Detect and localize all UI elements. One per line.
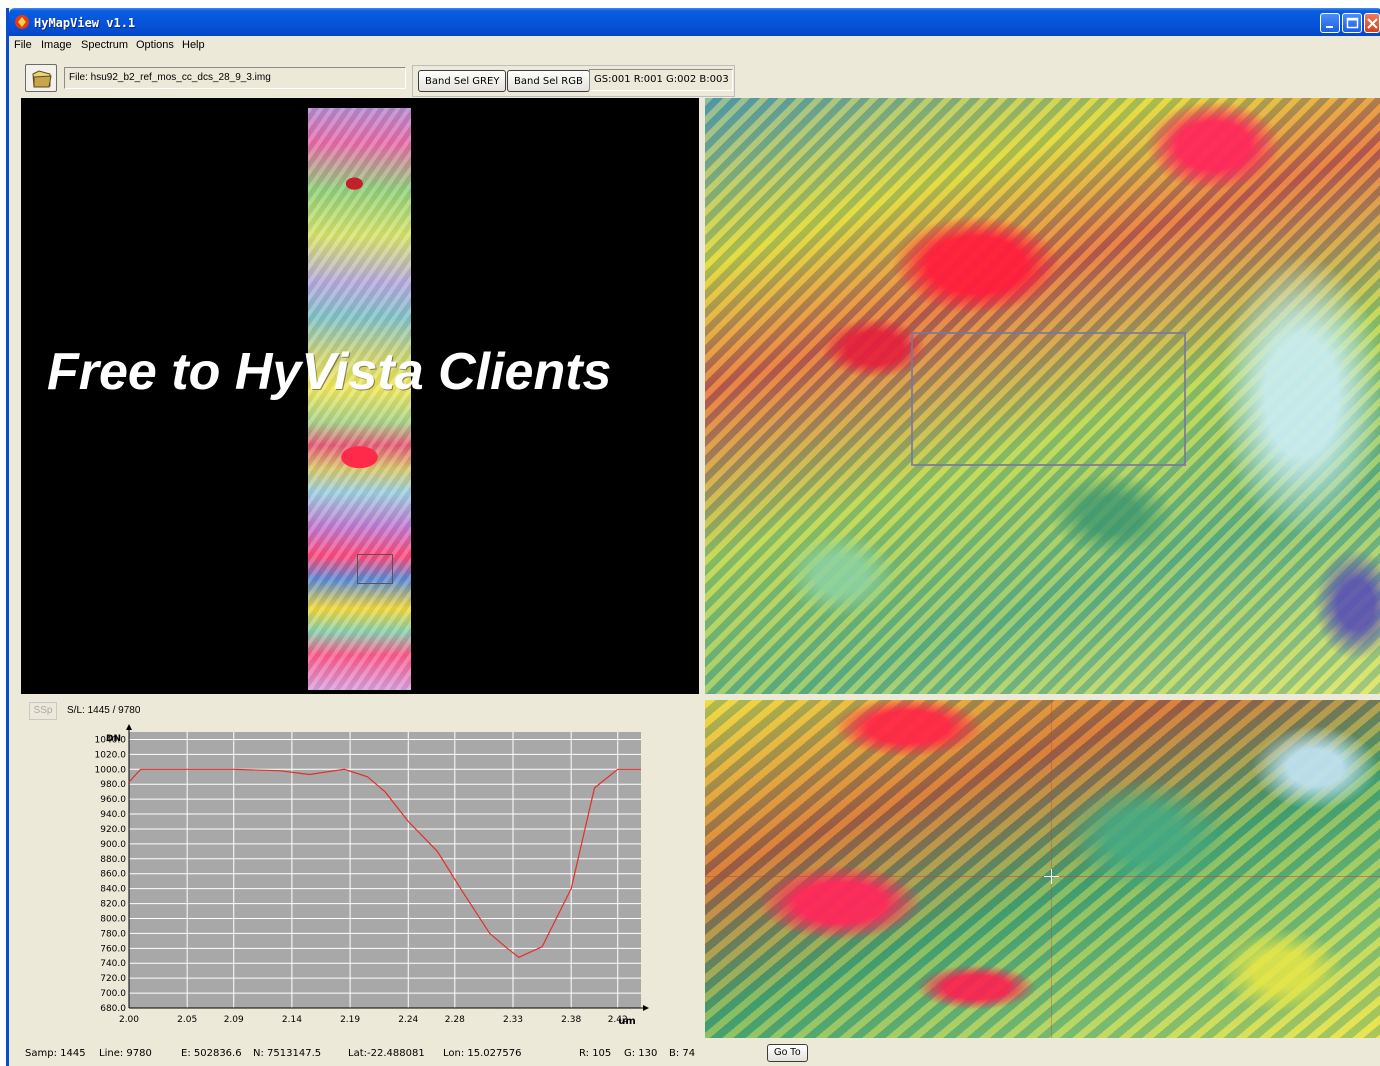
y-tick-label: 1000.0 [95,765,127,775]
minimize-icon [1326,26,1333,28]
y-tick-label: 880.0 [100,855,126,865]
y-axis-arrow [126,724,132,730]
spectrum-chart: 1040.0 1020.0 1000.0 980.0 960.0 940.0 920.0 90… [21,720,651,1045]
y-tick-label: 960.0 [100,795,126,805]
y-tick-label: 980.0 [100,780,126,790]
x-tick-label: 2.14 [282,1015,302,1025]
go-to-button[interactable]: Go To [767,1044,808,1062]
y-tick-label: 800.0 [100,914,126,924]
y-tick-label: 900.0 [100,840,126,850]
crosshair-cursor-icon [1044,869,1059,884]
sample-line-label: S/L: 1445 / 9780 [67,705,141,716]
close-button[interactable] [1364,13,1380,33]
file-path-field: File: hsu92_b2_ref_mos_cc_dcs_28_9_3.img [64,67,406,89]
y-tick-label: 940.0 [100,810,126,820]
menu-file[interactable]: File [14,39,32,51]
open-folder-icon [32,70,52,88]
open-file-button[interactable] [25,64,57,92]
menu-spectrum[interactable]: Spectrum [81,39,129,51]
status-line: Line: 9780 [99,1048,152,1059]
zoom-image[interactable] [705,98,1380,694]
x-tick-label: 2.33 [503,1015,523,1025]
y-tick-label: 780.0 [100,929,126,939]
y-axis-label: DN [106,734,121,744]
status-blue: B: 74 [669,1048,696,1059]
toolbar: File: hsu92_b2_ref_mos_cc_dcs_28_9_3.img… [9,58,1380,98]
overview-image-panel[interactable]: Free to HyVista Clients [21,98,699,694]
spectrum-line [128,768,641,958]
detail-image[interactable] [705,700,1380,1038]
y-tick-label: 1040.0 [95,735,127,745]
app-window: HyMapView v1.1 File Image Spectrum Optio… [6,8,1380,1066]
y-tick-label: 740.0 [100,959,126,969]
y-tick-label: 860.0 [100,870,126,880]
menu-options[interactable]: Options [136,39,174,51]
x-axis-arrow [643,1005,649,1011]
menu-help[interactable]: Help [182,39,205,51]
x-tick-label: 2.24 [398,1015,418,1025]
status-samp: Samp: 1445 [25,1048,86,1059]
x-tick-label: 2.38 [561,1015,581,1025]
x-tick-label: 2.42 [608,1015,628,1025]
x-tick-label: 2.05 [177,1015,197,1025]
overview-zoom-box[interactable] [357,554,393,584]
band-readout: GS:001 R:001 G:002 B:003 [589,69,733,91]
status-latitude: Lat:-22.488081 [348,1048,425,1059]
y-tick-label: 720.0 [100,974,126,984]
watermark-text: Free to HyVista Clients [47,343,612,401]
detail-zoom-box[interactable] [911,332,1186,466]
close-icon [1367,18,1378,29]
window-title: HyMapView v1.1 [34,16,136,30]
x-tick-label: 2.00 [119,1015,139,1025]
y-tick-label: 700.0 [100,989,126,999]
y-tick-label: 920.0 [100,825,126,835]
minimize-button[interactable] [1320,13,1340,33]
y-tick-label: 680.0 [100,1004,126,1014]
band-sel-rgb-button[interactable]: Band Sel RGB [507,70,590,92]
ssp-button[interactable]: SSp [29,702,57,720]
status-northing: N: 7513147.5 [253,1048,322,1059]
plot-area [129,732,641,1008]
y-tick-label: 760.0 [100,944,126,954]
zoom-image-panel[interactable] [705,98,1380,694]
detail-image-panel[interactable] [705,700,1380,1038]
y-tick-label: 820.0 [100,900,126,910]
maximize-button[interactable] [1342,13,1362,33]
menu-image[interactable]: Image [41,39,72,51]
y-tick-label: 840.0 [100,885,126,895]
status-bar: Samp: 1445 Line: 9780 E: 502836.6 N: 751… [9,1044,1380,1066]
band-selection-group [412,65,735,97]
spectrum-chart-svg: 1040.0 1020.0 1000.0 980.0 960.0 940.0 920.0 90… [95,724,649,1027]
x-tick-label: 2.19 [340,1015,360,1025]
x-tick-label: 2.28 [445,1015,465,1025]
y-tick-label: 1020.0 [95,750,127,760]
x-axis-label: um [618,1016,636,1027]
maximize-icon [1346,17,1359,29]
menu-bar: File Image Spectrum Options Help [9,36,1380,54]
band-sel-grey-button[interactable]: Band Sel GREY [418,70,507,92]
crosshair-horizontal [705,876,1380,877]
app-icon [15,15,29,29]
flight-strip-image[interactable] [308,98,411,690]
title-bar[interactable]: HyMapView v1.1 [9,8,1380,36]
status-easting: E: 502836.6 [181,1048,242,1059]
x-tick-label: 2.09 [224,1015,244,1025]
status-green: G: 130 [624,1048,658,1059]
status-red: R: 105 [579,1048,612,1059]
status-longitude: Lon: 15.027576 [443,1048,522,1059]
